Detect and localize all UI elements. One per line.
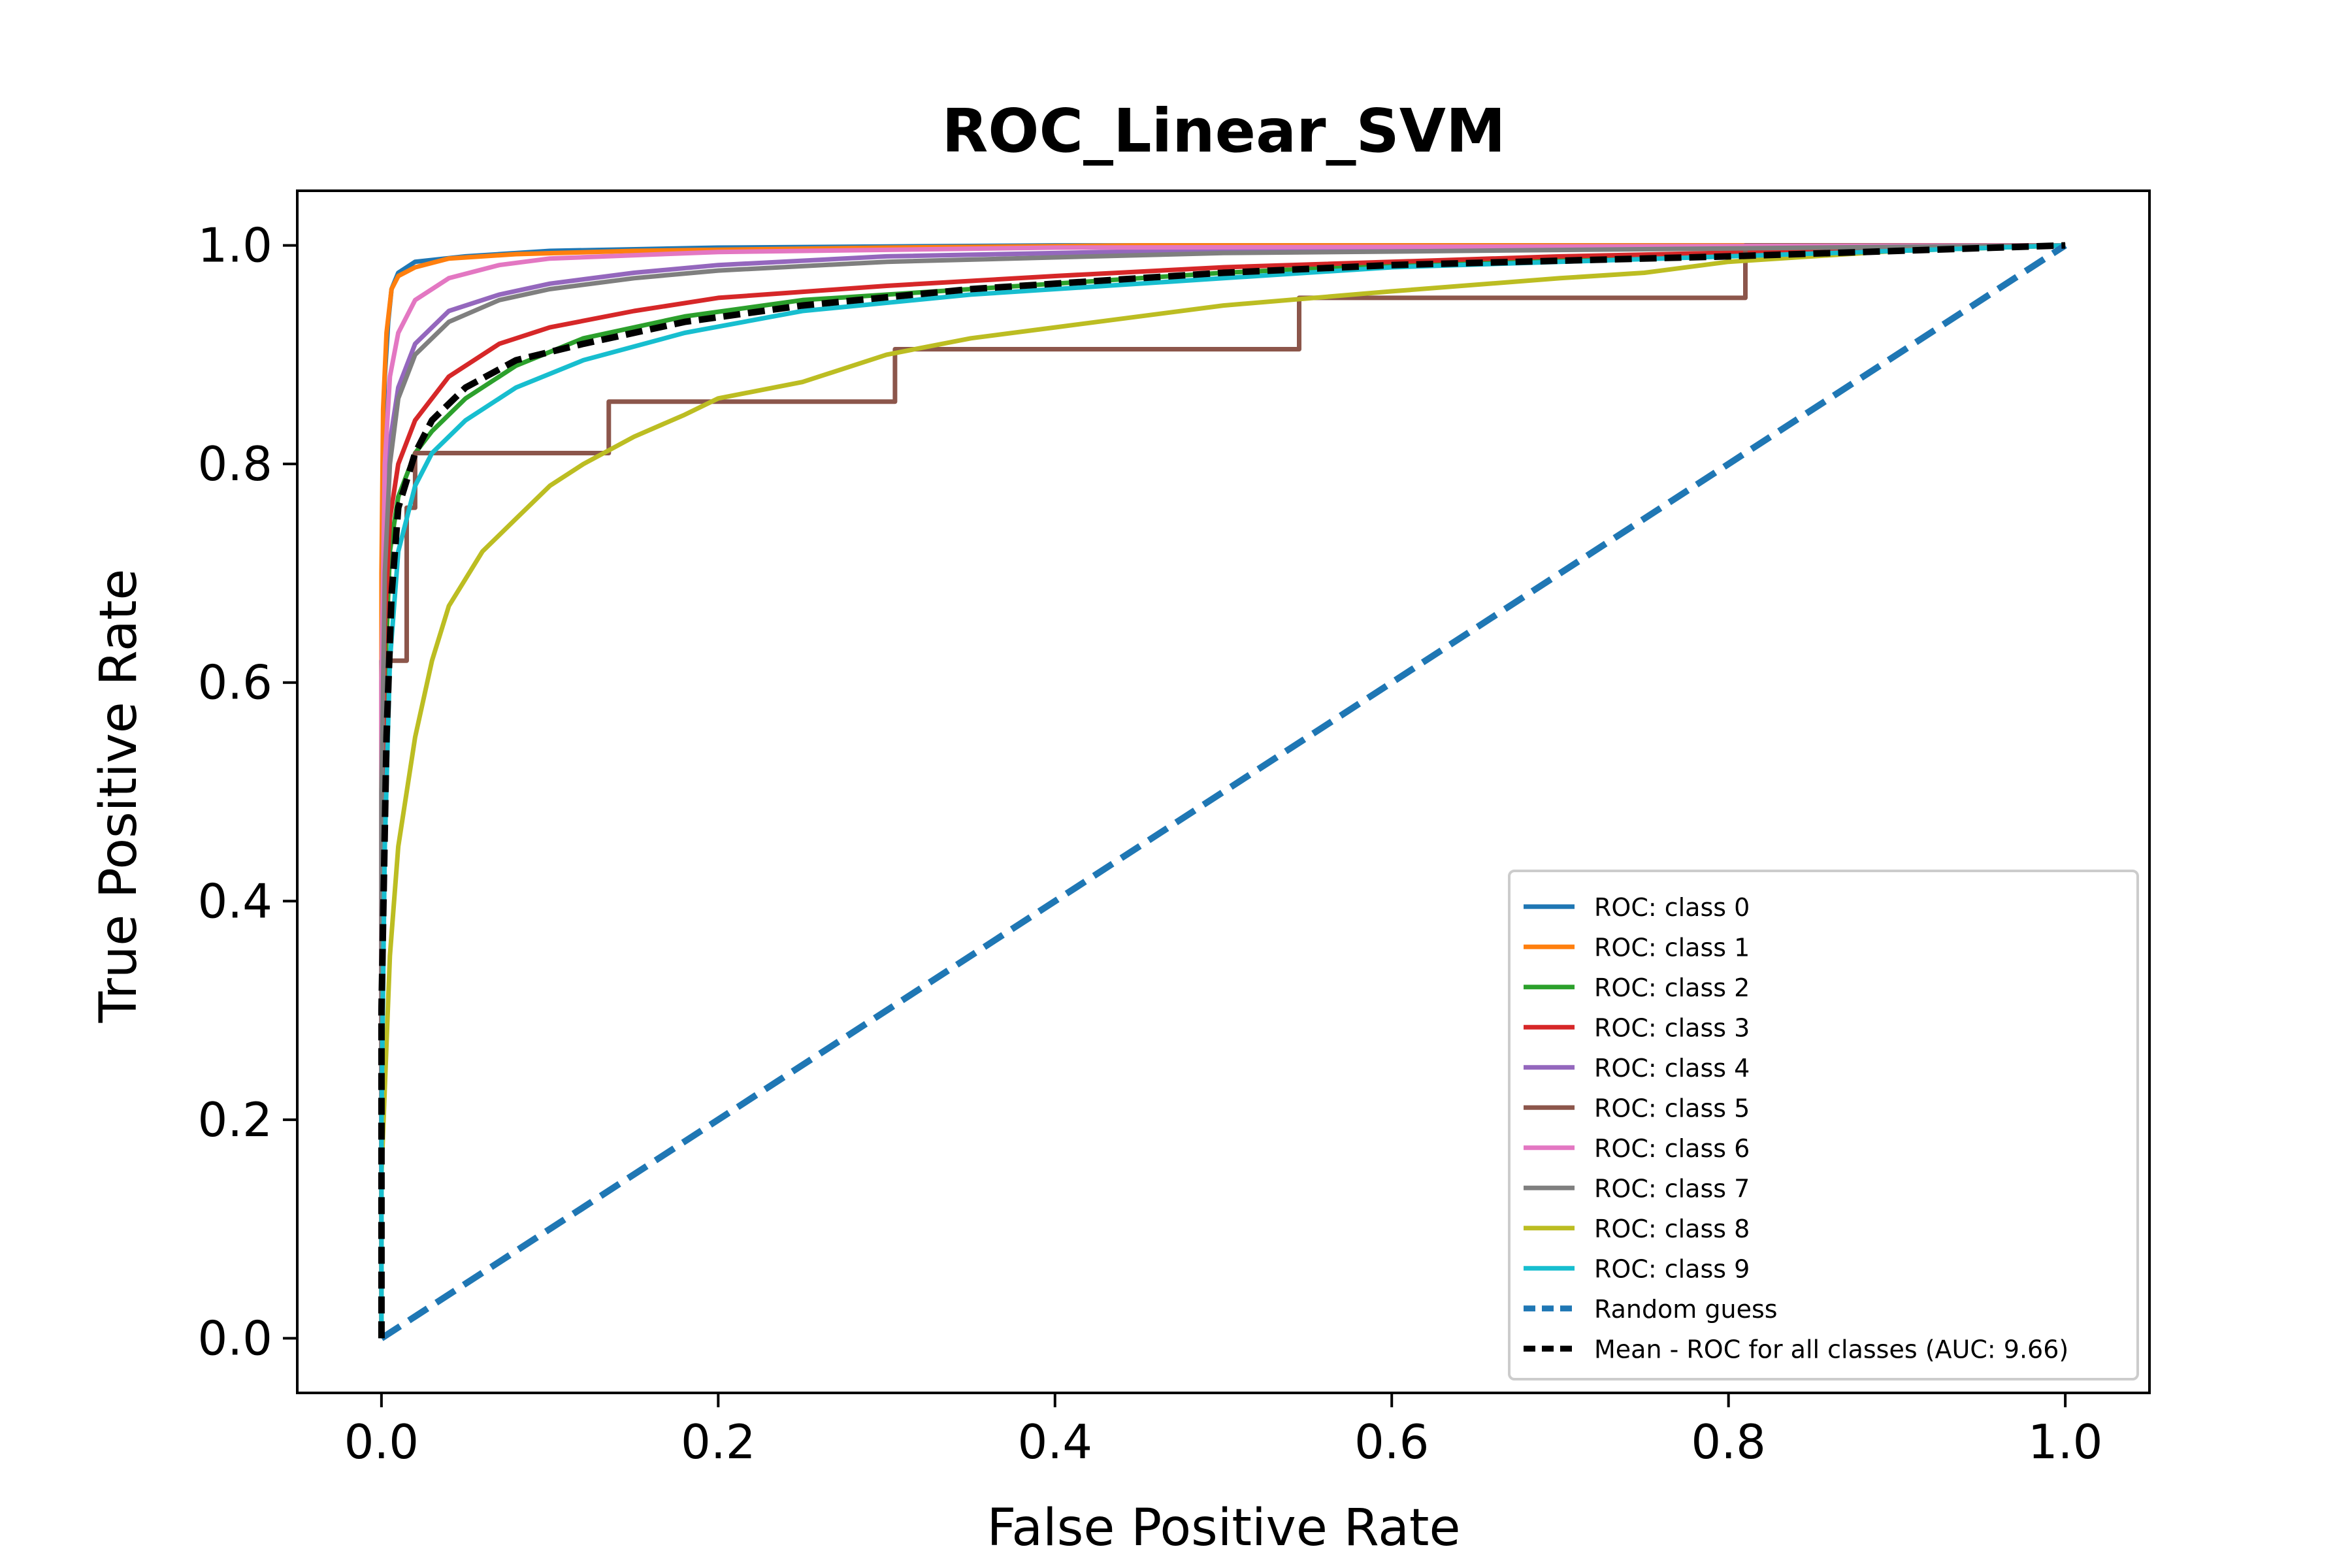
series-line-6 bbox=[379, 243, 2066, 1339]
legend-label-1: ROC: class 1 bbox=[1594, 933, 1750, 962]
series-lines bbox=[378, 242, 2067, 1341]
series-line-9 bbox=[379, 243, 2066, 1339]
y-tick-label-0: 0.0 bbox=[197, 1311, 272, 1365]
legend-label-7: ROC: class 7 bbox=[1594, 1174, 1750, 1203]
plot-area bbox=[296, 189, 2151, 1394]
x-tick-label-1: 0.2 bbox=[681, 1414, 756, 1469]
legend: ROC: class 0 ROC: class 1 ROC: class 2 ROC:… bbox=[1508, 870, 2139, 1380]
y-tick-label-4: 0.8 bbox=[197, 436, 272, 491]
x-tick-label-4: 0.8 bbox=[1691, 1414, 1766, 1469]
legend-label-6: ROC: class 6 bbox=[1594, 1134, 1750, 1163]
x-axis: 0.0 0.2 0.4 0.6 0.8 1.0 bbox=[344, 1393, 2103, 1469]
y-axis-label: True Positive Rate bbox=[90, 569, 148, 1024]
y-axis: 0.0 0.2 0.4 0.6 0.8 1.0 bbox=[197, 218, 297, 1365]
legend-box bbox=[1508, 870, 2139, 1380]
chart-title: ROC_Linear_SVM bbox=[941, 96, 1505, 166]
y-tick-label-5: 1.0 bbox=[197, 218, 272, 273]
legend-label-5: ROC: class 5 bbox=[1594, 1094, 1750, 1122]
y-tick-label-2: 0.4 bbox=[197, 874, 272, 928]
y-tick-label-3: 0.6 bbox=[197, 655, 272, 710]
series-line-11 bbox=[378, 242, 2066, 1339]
legend-label-8: ROC: class 8 bbox=[1594, 1215, 1750, 1243]
series-line-5 bbox=[379, 243, 2066, 1339]
legend-label-0: ROC: class 0 bbox=[1594, 893, 1750, 922]
series-line-8 bbox=[379, 243, 2066, 1339]
legend-label-2: ROC: class 2 bbox=[1594, 973, 1750, 1002]
x-axis-label: False Positive Rate bbox=[987, 1499, 1461, 1558]
series-line-7 bbox=[379, 243, 2066, 1339]
legend-label-3: ROC: class 3 bbox=[1594, 1013, 1750, 1042]
y-tick-label-1: 0.2 bbox=[197, 1092, 272, 1147]
series-line-10 bbox=[380, 242, 2067, 1341]
x-tick-label-5: 1.0 bbox=[2028, 1414, 2103, 1469]
x-tick-label-0: 0.0 bbox=[344, 1414, 419, 1469]
x-tick-label-2: 0.4 bbox=[1018, 1414, 1093, 1469]
plot-frame bbox=[296, 189, 2151, 1394]
legend-label-4: ROC: class 4 bbox=[1594, 1054, 1750, 1083]
legend-label-10: Random guess bbox=[1594, 1295, 1778, 1324]
x-tick-label-3: 0.6 bbox=[1354, 1414, 1429, 1469]
series-line-3 bbox=[379, 243, 2066, 1339]
legend-label-9: ROC: class 9 bbox=[1594, 1254, 1750, 1283]
legend-label-11: Mean - ROC for all classes (AUC: 9.66) bbox=[1594, 1335, 2068, 1364]
